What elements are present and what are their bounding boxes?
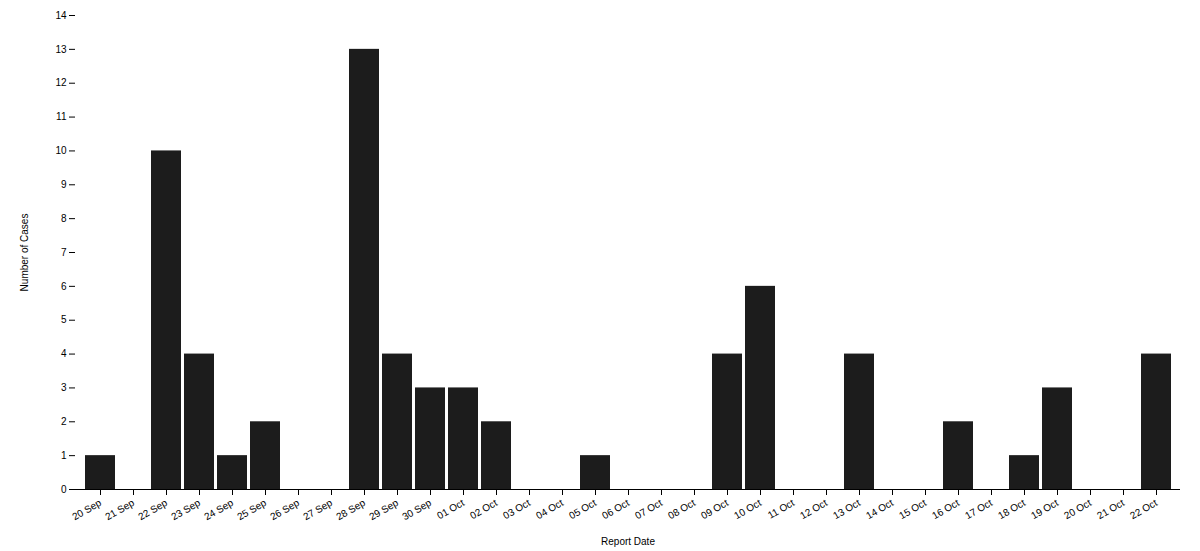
svg-text:21 Oct: 21 Oct — [1095, 497, 1126, 521]
svg-text:8: 8 — [61, 213, 67, 224]
svg-text:21 Sep: 21 Sep — [103, 497, 136, 523]
svg-text:0: 0 — [61, 484, 67, 495]
svg-text:30 Sep: 30 Sep — [400, 497, 433, 523]
svg-text:20 Oct: 20 Oct — [1062, 497, 1093, 521]
svg-text:5: 5 — [61, 314, 67, 325]
svg-text:28 Sep: 28 Sep — [334, 497, 367, 523]
svg-text:18 Oct: 18 Oct — [996, 497, 1027, 521]
svg-text:10: 10 — [55, 145, 67, 156]
svg-text:04 Oct: 04 Oct — [534, 497, 565, 521]
svg-text:17 Oct: 17 Oct — [963, 497, 994, 521]
svg-text:4: 4 — [61, 348, 67, 359]
svg-text:14 Oct: 14 Oct — [864, 497, 895, 521]
svg-text:11 Oct: 11 Oct — [766, 497, 797, 521]
svg-text:23 Sep: 23 Sep — [169, 497, 202, 523]
svg-text:3: 3 — [61, 382, 67, 393]
svg-text:12 Oct: 12 Oct — [798, 497, 829, 521]
svg-text:19 Oct: 19 Oct — [1029, 497, 1060, 521]
svg-text:2: 2 — [61, 416, 67, 427]
svg-text:01 Oct: 01 Oct — [435, 497, 466, 521]
svg-text:26 Sep: 26 Sep — [268, 497, 301, 523]
svg-text:22 Sep: 22 Sep — [136, 497, 169, 523]
svg-text:06 Oct: 06 Oct — [600, 497, 631, 521]
svg-text:09 Oct: 09 Oct — [699, 497, 730, 521]
svg-text:16 Oct: 16 Oct — [930, 497, 961, 521]
svg-text:11: 11 — [56, 111, 67, 122]
svg-text:13: 13 — [55, 44, 67, 55]
svg-text:Report Date: Report Date — [601, 536, 655, 547]
svg-text:Number of Cases: Number of Cases — [19, 214, 30, 292]
svg-text:07 Oct: 07 Oct — [633, 497, 664, 521]
svg-text:27 Sep: 27 Sep — [301, 497, 334, 523]
svg-text:22 Oct: 22 Oct — [1128, 497, 1159, 521]
svg-text:14: 14 — [55, 10, 67, 21]
svg-text:7: 7 — [61, 247, 67, 258]
svg-text:08 Oct: 08 Oct — [666, 497, 697, 521]
svg-text:20 Sep: 20 Sep — [70, 497, 103, 523]
svg-text:25 Sep: 25 Sep — [235, 497, 268, 523]
svg-text:29 Sep: 29 Sep — [367, 497, 400, 523]
svg-text:15 Oct: 15 Oct — [897, 497, 928, 521]
svg-text:24 Sep: 24 Sep — [202, 497, 235, 523]
svg-text:9: 9 — [61, 179, 67, 190]
svg-text:6: 6 — [61, 281, 67, 292]
svg-text:1: 1 — [61, 450, 67, 461]
svg-text:02 Oct: 02 Oct — [468, 497, 499, 521]
svg-text:12: 12 — [55, 77, 67, 88]
svg-text:10 Oct: 10 Oct — [732, 497, 763, 521]
svg-text:03 Oct: 03 Oct — [501, 497, 532, 521]
svg-text:05 Oct: 05 Oct — [567, 497, 598, 521]
svg-text:13 Oct: 13 Oct — [831, 497, 862, 521]
